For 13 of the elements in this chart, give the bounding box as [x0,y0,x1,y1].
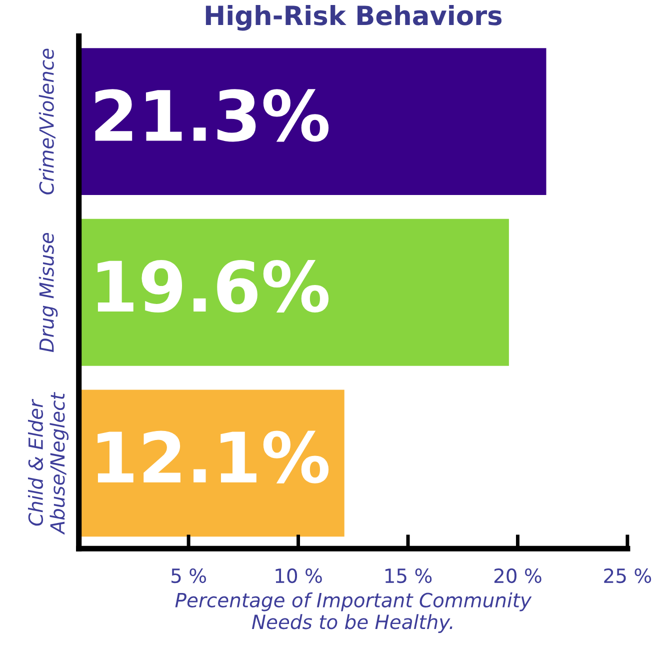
y-tick-label: Child & Elder Abuse/Neglect [28,392,69,535]
data-label: 21.3% [95,89,329,142]
y-tick-label: Drug Misuse [38,232,58,352]
x-tick-label: 10 % [276,568,322,584]
x-tick-label: 5 % [172,568,206,584]
chart-title: High-Risk Behaviors [206,4,502,31]
x-tick-label: 25 % [604,568,652,584]
x-axis-title: Percentage of Important Community Needs to be Healthy. [175,592,532,634]
x-tick-label: 15 % [385,568,432,584]
y-tick-label: Crime/Violence [38,48,56,194]
x-tick-label: 20 % [494,568,542,584]
data-label: 19.6% [98,260,329,313]
data-label: 12.1% [98,430,329,484]
